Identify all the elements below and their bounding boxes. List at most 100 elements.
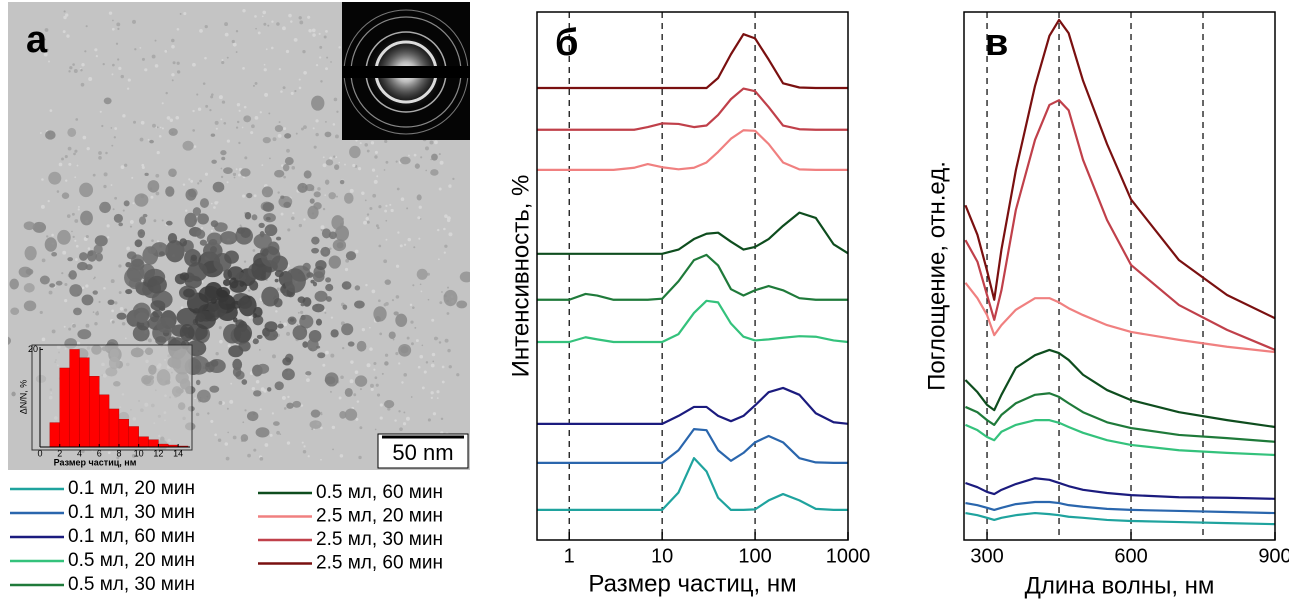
series-line	[964, 419, 1276, 457]
particle	[229, 280, 248, 293]
speckle	[111, 320, 115, 324]
particle	[262, 502, 274, 513]
particle	[277, 323, 284, 329]
speckle	[248, 315, 252, 319]
legend-label: 0.5 мл, 20 мин	[68, 550, 195, 571]
series-line	[537, 33, 848, 90]
speckle	[418, 205, 422, 209]
speckle	[278, 121, 281, 124]
series-line	[537, 428, 848, 465]
particle	[314, 290, 328, 302]
scale-bar: 50 nm	[377, 433, 469, 469]
speckle	[323, 35, 327, 39]
particle	[199, 239, 208, 246]
speckle	[342, 346, 345, 350]
particle	[73, 307, 82, 316]
particle	[125, 289, 133, 295]
particle	[284, 268, 306, 293]
particle	[303, 170, 312, 179]
particle	[223, 269, 233, 280]
speckle	[297, 311, 300, 314]
legend-label: 2.5 мл, 60 мин	[316, 553, 443, 574]
particle	[282, 164, 290, 172]
speckle	[398, 410, 401, 413]
speckle	[110, 279, 115, 284]
speckle	[68, 162, 72, 166]
speckle	[366, 220, 370, 224]
speckle	[77, 208, 80, 211]
speckle	[356, 400, 360, 403]
x-tick-label: 1	[564, 545, 575, 567]
speckle	[320, 225, 325, 230]
speckle	[235, 168, 238, 171]
speckle	[271, 354, 276, 359]
particle	[292, 325, 308, 341]
particle	[210, 220, 219, 228]
particle	[334, 164, 340, 170]
speckle	[139, 137, 144, 142]
speckle	[325, 120, 327, 123]
particle	[144, 172, 149, 177]
speckle	[120, 165, 125, 170]
particle	[212, 181, 225, 193]
speckle	[250, 131, 254, 135]
particle	[92, 290, 98, 295]
speckle	[51, 233, 54, 237]
particle	[414, 163, 420, 169]
speckle	[303, 445, 306, 448]
speckle	[448, 184, 452, 188]
speckle	[106, 224, 110, 228]
speckle	[350, 360, 354, 364]
speckle	[171, 44, 175, 49]
speckle	[226, 139, 231, 143]
speckle	[253, 448, 257, 452]
speckle	[253, 194, 257, 198]
particle	[198, 285, 221, 304]
particle	[23, 283, 35, 293]
speckle	[430, 396, 433, 399]
speckle	[114, 127, 118, 130]
speckle	[127, 78, 131, 82]
speckle	[292, 211, 295, 215]
particle	[283, 201, 292, 209]
speckle	[280, 90, 283, 93]
speckle	[111, 73, 114, 76]
speckle	[432, 412, 437, 416]
speckle	[235, 51, 238, 53]
particle	[307, 205, 319, 220]
speckle	[190, 179, 194, 183]
speckle	[221, 60, 225, 65]
speckle	[302, 49, 306, 54]
speckle	[199, 28, 203, 33]
speckle	[251, 386, 255, 391]
particle	[395, 313, 408, 327]
speckle	[126, 246, 131, 251]
particle	[317, 352, 326, 359]
speckle	[361, 328, 366, 332]
particle	[258, 222, 265, 229]
particle	[51, 251, 58, 257]
speckle	[210, 95, 214, 99]
speckle	[62, 30, 66, 34]
particle	[142, 213, 148, 218]
particle	[85, 264, 93, 271]
x-tick-label: 100	[738, 545, 771, 567]
particle	[416, 194, 422, 201]
particle	[313, 191, 321, 198]
speckle	[76, 164, 79, 167]
speckle	[93, 276, 96, 279]
speckle	[259, 111, 262, 114]
speckle	[319, 45, 323, 49]
series-line	[964, 348, 1276, 429]
speckle	[263, 68, 267, 72]
particle	[184, 212, 197, 228]
particle	[79, 252, 88, 261]
speckle	[436, 397, 439, 399]
speckle	[66, 34, 70, 38]
particle	[149, 139, 154, 144]
particle	[10, 307, 20, 316]
speckle	[103, 172, 108, 177]
speckle	[291, 166, 296, 170]
speckle	[265, 48, 268, 51]
speckle	[429, 140, 434, 145]
